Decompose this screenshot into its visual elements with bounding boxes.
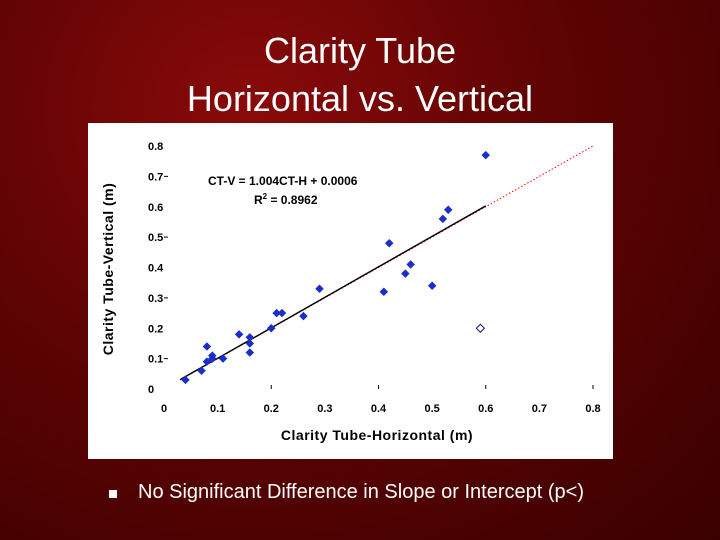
x-tick-label: 0	[161, 403, 167, 415]
data-point	[400, 269, 410, 278]
data-point	[202, 342, 212, 351]
regression-equation: CT-V = 1.004CT-H + 0.0006	[208, 174, 358, 188]
y-tick-label: 0.6	[148, 202, 163, 214]
y-axis-label: Clarity Tube-Vertical (m)	[100, 183, 116, 356]
bullet-text: No Significant Difference in Slope or In…	[138, 481, 584, 503]
slide-title-line1: Clarity Tube	[263, 30, 457, 71]
data-point	[181, 375, 190, 385]
data-point	[427, 281, 437, 291]
r-squared-sup: 2	[263, 192, 268, 201]
data-point	[207, 351, 217, 360]
data-point	[443, 205, 453, 215]
data-point	[299, 311, 308, 321]
data-point	[406, 260, 416, 269]
x-tick-label: 0.2	[264, 403, 279, 415]
outlier-point	[475, 323, 486, 333]
y-tick-label: 0.3	[148, 293, 163, 305]
data-point	[315, 284, 324, 294]
scatter-chart: 0 0.1 0.2 0.3 0.4 0.5 0.6 0.7 0.8 0 0.1 0.2 0.3 0.4 0.…	[100, 141, 601, 443]
r-squared-r: R	[254, 193, 263, 207]
r-squared-value: = 0.8962	[267, 193, 318, 207]
x-tick-label: 0.1	[210, 403, 225, 415]
data-point	[218, 354, 228, 363]
x-tick-label: 0.8	[585, 403, 600, 415]
data-point	[245, 348, 255, 357]
data-point	[379, 287, 389, 297]
data-point	[197, 366, 206, 376]
data-point	[266, 323, 276, 333]
data-point	[245, 339, 255, 348]
x-tick-label: 0.5	[424, 403, 439, 415]
y-tick-label: 0.2	[148, 323, 163, 335]
x-tick-label: 0.3	[317, 403, 332, 415]
y-tick-label: 0.1	[148, 354, 163, 366]
data-point	[202, 357, 212, 367]
regression-line	[179, 205, 487, 381]
x-tick-label: 0.7	[532, 403, 547, 415]
data-point	[384, 238, 394, 248]
x-axis-label: Clarity Tube-Horizontal (m)	[281, 427, 473, 443]
y-tick-label: 0	[148, 384, 154, 396]
y-tick-label: 0.8	[148, 141, 163, 153]
square-bullet-icon	[109, 490, 117, 498]
x-tick-label: 0.6	[478, 403, 493, 415]
slide-title-line2: Horizontal vs. Vertical	[186, 78, 534, 119]
scatter-chart-panel: 0 0.1 0.2 0.3 0.4 0.5 0.6 0.7 0.8 0 0.1 0.2 0.3 0.4 0.…	[88, 123, 613, 459]
x-tick-label: 0.4	[371, 403, 387, 415]
r-squared-label: R2 = 0.8962	[254, 192, 318, 207]
data-point	[481, 150, 491, 160]
y-tick-label: 0.5	[148, 232, 163, 244]
data-point	[277, 308, 287, 318]
data-point	[234, 329, 244, 339]
data-point	[438, 214, 448, 224]
y-tick-label: 0.4	[148, 263, 164, 275]
y-tick-label: 0.7	[148, 171, 163, 183]
